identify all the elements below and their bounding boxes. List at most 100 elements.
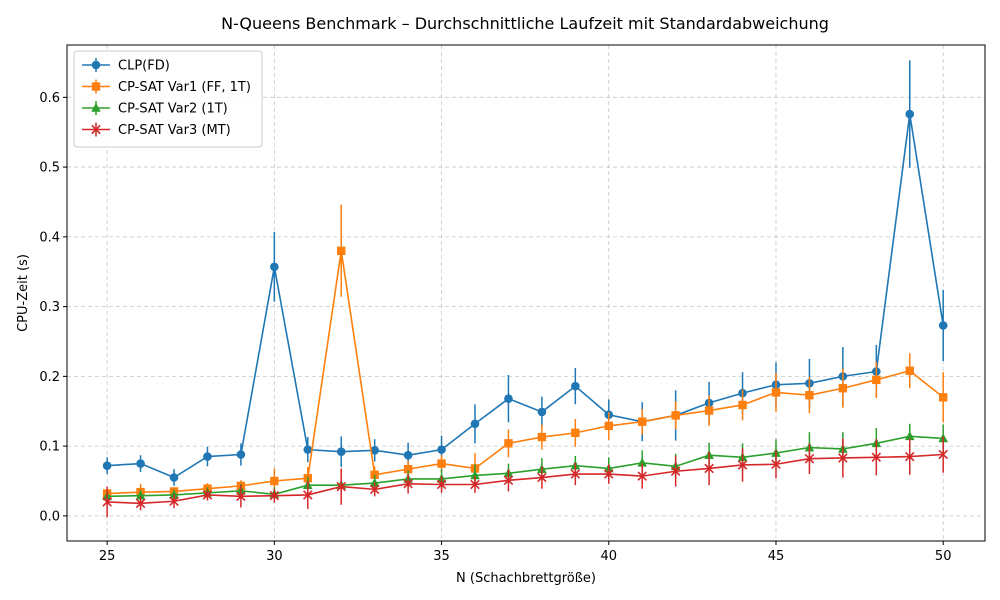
chart-title: N-Queens Benchmark – Durchschnittliche L… [221,14,829,33]
data-point [403,450,413,460]
marker-stroke [938,449,948,460]
legend-item: CP-SAT Var2 (1T) [82,101,228,117]
data-point [102,461,112,470]
legend-label: CP-SAT Var1 (FF, 1T) [118,80,251,95]
data-point [337,246,346,255]
data-point [504,439,513,448]
data-point [905,109,915,119]
x-tick-label: 50 [935,549,952,564]
x-tick-label: 45 [768,549,785,564]
data-point [771,459,781,470]
data-point [871,452,882,463]
data-point [336,447,346,457]
series-2 [102,204,948,501]
data-point [571,381,580,391]
legend-item: CP-SAT Var1 (FF, 1T) [82,79,251,95]
legend-label: CP-SAT Var2 (1T) [118,102,228,117]
y-tick-label: 0.1 [39,440,60,455]
legend-box [73,50,263,148]
data-point [169,496,179,507]
marker-stroke [269,490,280,501]
legend-marker [91,124,101,135]
data-point [637,471,647,481]
data-point [838,453,848,463]
data-point [571,428,580,438]
x-tick-label: 40 [600,549,617,564]
y-tick-label: 0.4 [39,230,60,245]
marker-stroke [236,491,246,502]
data-point [938,321,948,330]
data-point [938,393,948,402]
legend-marker [91,82,101,91]
data-point [872,375,881,385]
legend-item: CP-SAT Var3 (MT) [82,122,231,138]
data-point [369,484,380,495]
data-point [135,490,146,500]
data-point [437,459,446,468]
marker-stroke [604,469,614,479]
marker-stroke [904,451,915,462]
plot-series [102,60,948,518]
data-point [570,469,581,479]
y-axis-title: CPU-Zeit (s) [16,254,31,332]
data-point [403,464,413,474]
data-point [738,400,747,410]
marker-stroke [871,452,882,463]
data-point [905,366,914,375]
data-point [169,473,179,482]
data-point [504,394,513,403]
marker-stroke [570,469,581,479]
data-point [838,384,848,393]
x-tick-label: 25 [99,549,116,564]
marker-stroke [436,479,447,490]
series-3 [102,423,948,502]
marker-stroke [704,463,714,474]
marker-stroke [135,498,146,509]
marker-stroke [537,472,547,483]
y-tick-label: 0.3 [39,300,60,315]
data-point [604,421,613,431]
legend-item: CLP(FD) [82,58,170,74]
data-point [336,481,346,492]
data-point [704,463,714,474]
marker-stroke [503,475,514,486]
data-point [805,390,814,400]
legend: CLP(FD) CP-SAT Var1 (FF, 1T) CP-SAT Var2 (… [73,50,263,148]
data-point [537,407,547,417]
marker-stroke [369,484,380,495]
grid [67,45,985,541]
data-point [236,491,246,502]
data-point [269,490,280,501]
legend-marker [91,102,101,112]
series-line [107,453,944,505]
data-point [135,498,146,509]
data-point [470,479,480,490]
data-point [236,450,246,459]
data-point [403,479,413,489]
series-1 [102,60,948,486]
data-point [904,431,915,441]
y-tick-label: 0.5 [39,161,60,176]
data-point [203,452,212,461]
marker-stroke [670,466,681,477]
data-point [303,490,313,500]
data-point [503,475,514,486]
data-point [771,388,781,397]
y-tick-label: 0.6 [39,91,60,106]
data-point [670,466,681,477]
legend-label: CLP(FD) [118,59,170,74]
data-point [537,432,547,442]
data-point [470,419,480,429]
y-tick-label: 0.0 [39,509,60,524]
data-point [737,460,748,470]
marker-stroke [403,479,413,489]
data-point [470,470,480,480]
data-point [637,457,648,467]
x-tick-label: 35 [433,549,450,564]
marker-stroke [838,453,848,463]
data-point [671,411,680,420]
data-point [370,470,379,479]
data-point [604,469,614,479]
marker-stroke [336,481,346,492]
marker-stroke [637,471,647,481]
